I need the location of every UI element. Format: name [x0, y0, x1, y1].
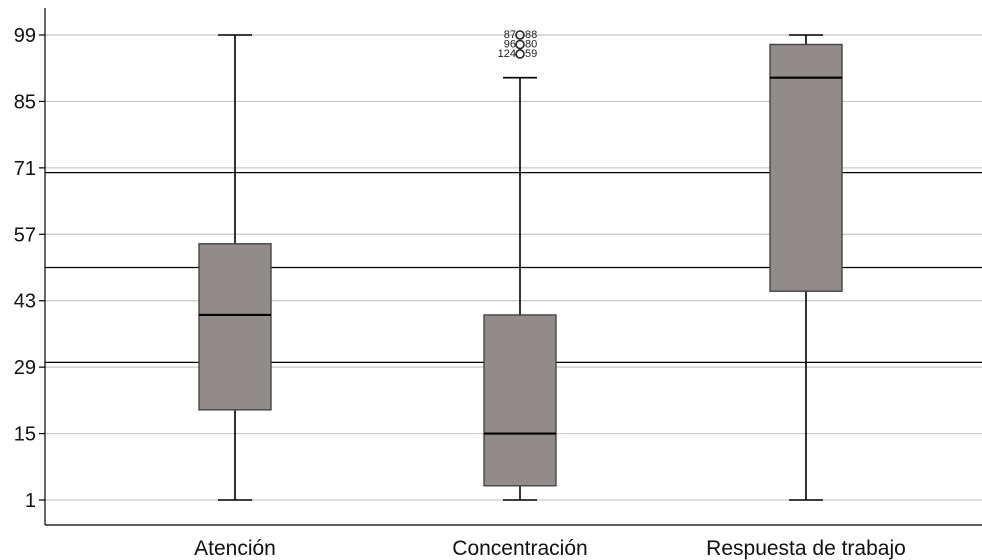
- box: [769, 43, 843, 292]
- x-category-label: Atención: [194, 537, 276, 560]
- y-tick-label: 15: [14, 424, 36, 446]
- outlier-point: [515, 30, 525, 40]
- x-category-label: Respuesta de trabajo: [706, 537, 906, 560]
- outlier-label: 124: [498, 48, 516, 60]
- y-tick-label: 1: [25, 490, 36, 512]
- y-tick-label: 29: [14, 357, 36, 379]
- outlier-point: [515, 39, 525, 50]
- y-tick-label: 57: [14, 224, 36, 246]
- y-tick-label: 71: [14, 158, 36, 180]
- x-category-label: Concentración: [452, 537, 587, 560]
- box: [198, 243, 272, 411]
- y-tick-label: 85: [14, 91, 36, 113]
- outlier-label: 59: [525, 48, 537, 60]
- box: [483, 314, 557, 487]
- outlier-label: 80: [525, 38, 537, 50]
- outlier-label: 88: [525, 29, 537, 41]
- outlier-label: 96: [504, 38, 516, 50]
- y-tick-label: 43: [14, 291, 36, 313]
- outlier-point: [515, 49, 525, 59]
- outlier-label: 87: [504, 29, 516, 41]
- y-tick-label: 99: [14, 25, 36, 47]
